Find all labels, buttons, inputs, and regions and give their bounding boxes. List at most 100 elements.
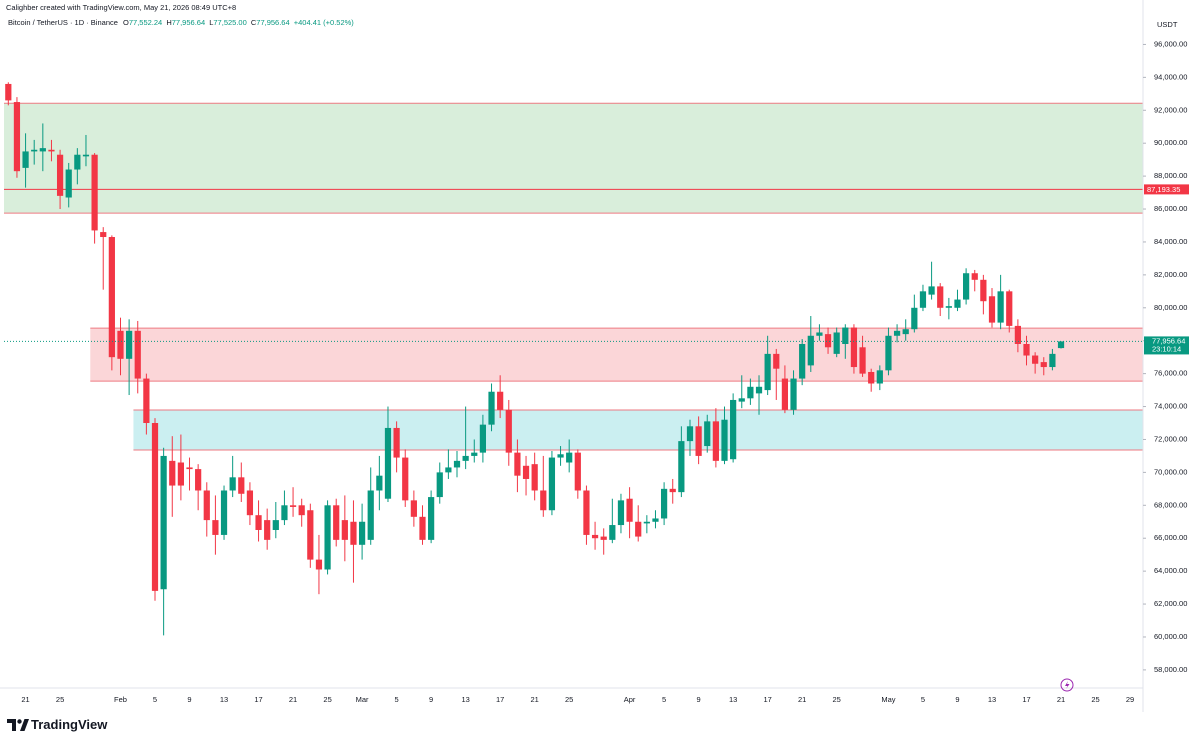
candle-body [1032,355,1039,364]
logo-dot [17,719,22,724]
candle-body [255,515,262,530]
legend: Bitcoin / TetherUS · 1D · Binance O77,55… [8,18,354,27]
last-price-label: 77,956.64 [1152,336,1185,345]
candle-body [376,475,383,491]
price-tag-label: 87,193.35 [1147,185,1180,194]
candle-body [704,421,711,447]
x-tick-label: 21 [21,695,29,704]
alert-icon[interactable] [1060,678,1074,692]
candle-body [367,490,374,540]
candle-body [281,505,288,521]
x-tick-label: May [881,695,895,704]
candle-body [186,467,193,470]
x-tick-label: 25 [323,695,331,704]
candle-body [143,378,150,424]
x-tick-label: 5 [153,695,157,704]
candle-body [203,490,210,521]
candle-body [91,154,98,231]
symbol: Bitcoin / TetherUS · 1D · Binance [8,18,118,27]
candle-body [169,460,176,486]
candle-body [31,149,38,152]
x-tick-label: 25 [833,695,841,704]
price-tag [1144,184,1189,195]
x-tick-label: 25 [1091,695,1099,704]
zone [4,103,1143,214]
candle-body [1014,325,1021,344]
candle-body [402,457,409,501]
y-tick-label: 86,000.00 [1154,204,1187,213]
candle-body [471,452,478,456]
candle-body [911,307,918,330]
candle-body [988,296,996,323]
x-tick-label: 17 [1022,695,1030,704]
candle-body [643,521,650,524]
y-tick-label: 62,000.00 [1154,599,1187,608]
candle-body [82,154,90,157]
x-tick-label: Apr [624,695,636,704]
x-tick-label: Feb [114,695,127,704]
y-tick-label: 70,000.00 [1154,467,1187,476]
x-tick-label: 9 [187,695,191,704]
candle-body [833,332,840,354]
x-tick-label: 17 [496,695,504,704]
candle-body [963,273,970,300]
candle-body [859,347,866,374]
candle-body [1040,362,1047,368]
alert-circle [1060,678,1074,692]
x-tick-label: 21 [530,695,538,704]
candle-body [583,490,590,535]
x-tick-label: 25 [565,695,573,704]
candle-body [790,378,797,410]
candle-body [522,465,530,479]
candle-body [548,457,556,511]
candle-body [617,500,625,526]
candle-body [591,534,599,539]
candle-body [13,102,21,172]
credit: Calighber created with TradingView.com, … [6,3,236,12]
candle-body [39,148,46,152]
candle-body [246,490,254,516]
candle-body [824,334,832,348]
candle-body [807,335,814,366]
candle-body [635,521,642,537]
candle-body [160,455,167,590]
candle-body [764,353,771,391]
candle-body [557,454,564,458]
candle-body [298,505,305,516]
candle-body [488,391,495,425]
x-tick-label: 13 [729,695,737,704]
candle-body [358,521,366,545]
candle-body [117,330,124,359]
candle-body [505,409,512,453]
candle-body [566,452,573,463]
x-tick-label: 9 [955,695,959,704]
zone [90,328,1144,382]
x-tick-label: 9 [697,695,701,704]
last-price-tag [1144,336,1189,355]
alert-bolt [1065,681,1070,689]
candle-body [453,460,461,468]
y-tick-label: 76,000.00 [1154,369,1187,378]
candle-body [5,83,12,101]
legend-key: L [209,18,213,27]
candle-body [660,488,668,519]
candle-body [212,520,219,535]
candle-body [1049,353,1056,368]
x-tick-label: 13 [461,695,469,704]
legend-value: 77,525.00 [213,18,246,27]
legend-value: 77,552.24 [129,18,162,27]
candle-body [393,427,400,458]
candle-body [350,521,357,545]
x-tick-label: 25 [56,695,64,704]
candle-body [384,427,392,499]
y-tick-label: 60,000.00 [1154,632,1187,641]
candle-body [48,149,55,152]
candle-body [738,398,745,402]
candle-body [721,419,728,461]
candle-body [315,559,323,570]
candle-body [341,520,348,540]
x-tick-label: 21 [1057,695,1065,704]
x-tick-label: 13 [220,695,228,704]
y-tick-label: 64,000.00 [1154,566,1187,575]
